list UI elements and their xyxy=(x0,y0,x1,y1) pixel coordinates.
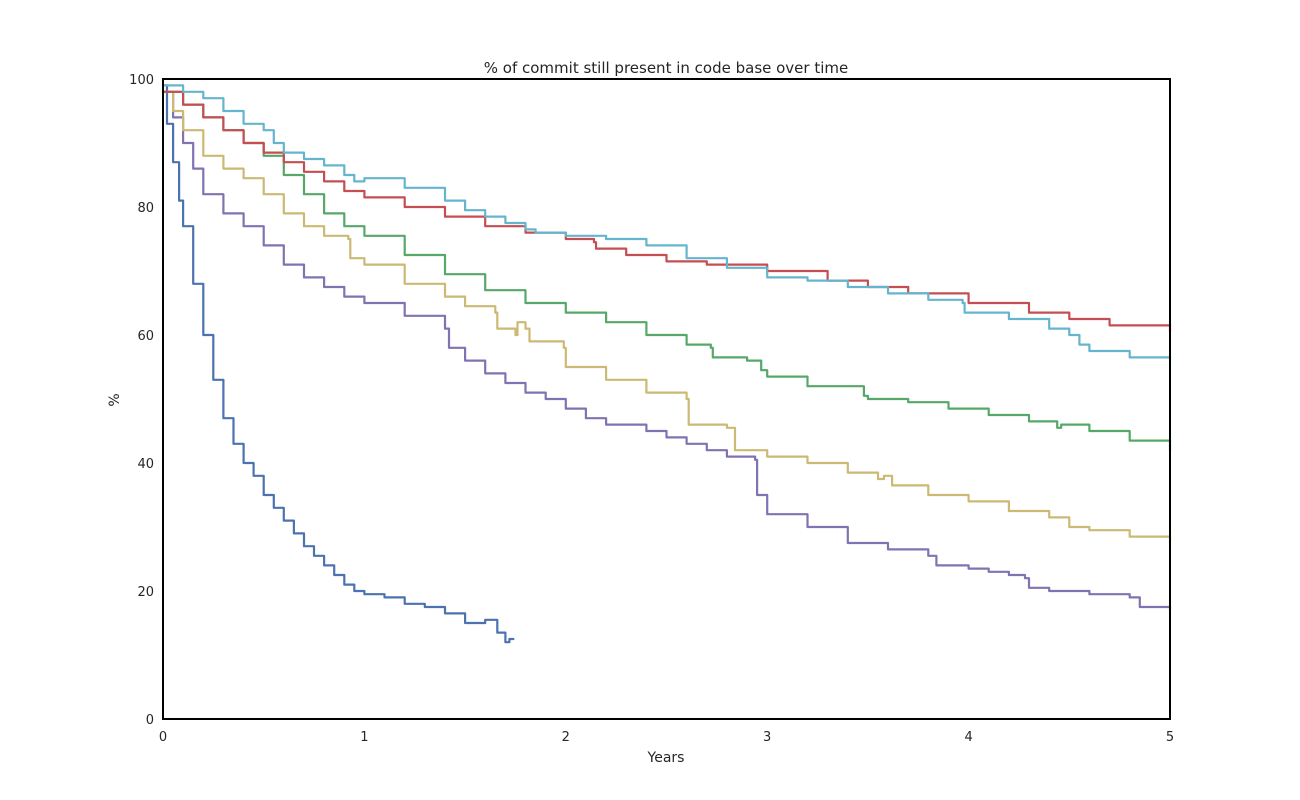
series-line-2 xyxy=(161,90,1172,612)
x-tick-label: 3 xyxy=(763,730,771,745)
series-line-3 xyxy=(161,90,1172,545)
y-tick-label: 100 xyxy=(129,73,154,88)
x-tick-label: 5 xyxy=(1166,730,1174,745)
x-tick-label: 4 xyxy=(964,730,972,745)
series-line-1 xyxy=(161,84,515,644)
chart-title: % of commit still present in code base o… xyxy=(484,59,848,77)
y-tick-label: 80 xyxy=(137,201,154,216)
series-line-4 xyxy=(161,90,1172,452)
x-tick-label: 2 xyxy=(562,730,570,745)
series-group xyxy=(161,84,1172,644)
x-tick-label: 1 xyxy=(360,730,368,745)
x-axis-ticks: 0 1 2 3 4 5 xyxy=(159,730,1174,745)
x-tick-label: 0 xyxy=(159,730,167,745)
x-axis-label: Years xyxy=(647,750,685,766)
plot-frame xyxy=(162,78,1171,720)
y-axis-ticks: 0 20 40 60 80 100 xyxy=(129,73,154,728)
y-tick-label: 0 xyxy=(146,713,154,728)
series-line-5 xyxy=(161,90,1172,333)
y-tick-label: 20 xyxy=(137,585,154,600)
series-line-6 xyxy=(161,84,1172,362)
y-axis-label: % xyxy=(107,393,123,406)
y-tick-label: 40 xyxy=(137,457,154,472)
y-tick-label: 60 xyxy=(137,329,154,344)
